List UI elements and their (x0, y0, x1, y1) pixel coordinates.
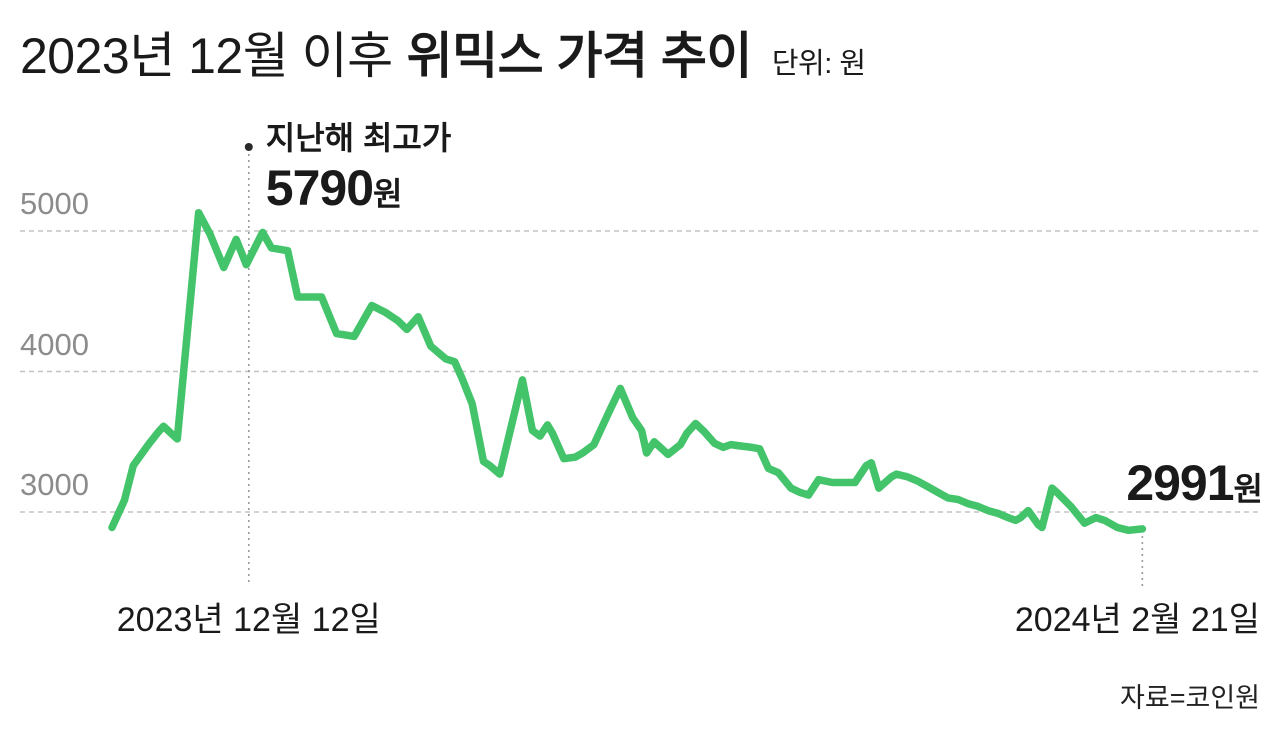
peak-value: 5790 (265, 159, 374, 216)
page-title: 2023년 12월 이후 위믹스 가격 추이 단위: 원 (20, 16, 866, 88)
y-axis-tick-label-4000: 4000 (20, 326, 89, 362)
latest-price-value: 2991 (1126, 455, 1234, 511)
peak-annotation-value-row: 5790원 (266, 159, 452, 217)
peak-value-unit: 원 (373, 175, 403, 212)
latest-price-unit: 원 (1233, 471, 1263, 507)
x-axis-label-start-date: 2023년 12월 12일 (116, 601, 381, 639)
latest-price-annotation: 2991원 (1126, 454, 1263, 512)
title-subject-text: 위믹스 가격 추이 (406, 28, 753, 84)
y-axis-tick-label-3000: 3000 (20, 467, 89, 502)
unit-label: 단위: 원 (771, 48, 866, 80)
peak-annotation-label: 지난해 최고가 (265, 120, 452, 156)
peak-annotation: 지난해 최고가 5790원 (266, 120, 452, 217)
title-period-text: 2023년 12월 이후 (20, 28, 393, 84)
price-line (108, 208, 1147, 535)
y-axis-tick-label-5000: 5000 (20, 186, 89, 221)
data-source-credit: 자료=코인원 (1120, 683, 1260, 713)
x-axis-label-end-date: 2024년 2월 21일 (1014, 601, 1260, 639)
peak-annotation-dot (244, 143, 253, 151)
